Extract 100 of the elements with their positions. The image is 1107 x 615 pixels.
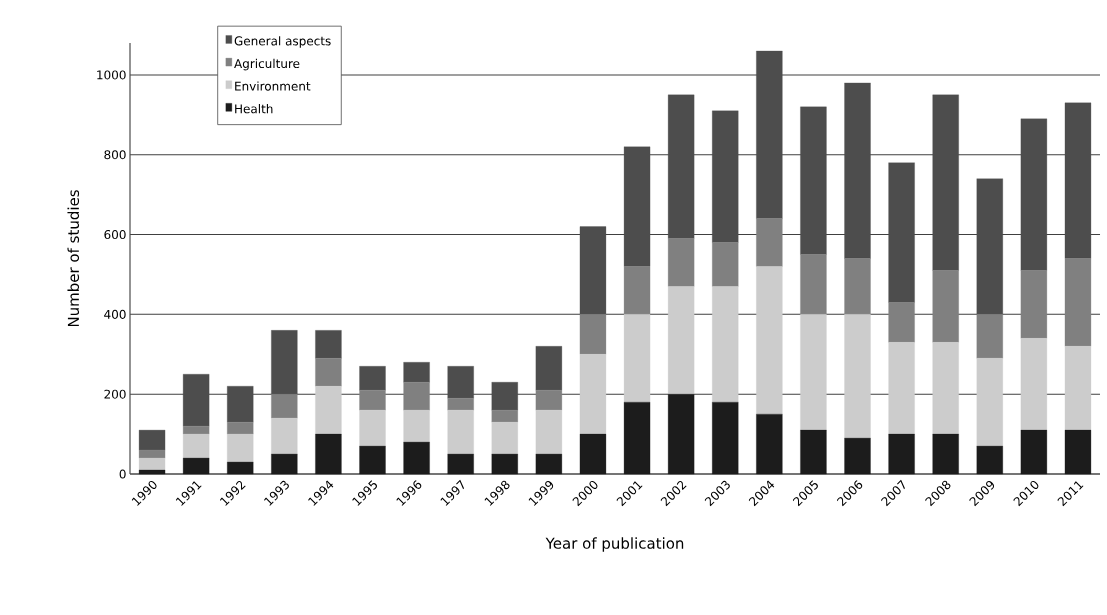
bar: [1020, 270, 1048, 339]
bar: [271, 394, 298, 419]
bar: [535, 453, 563, 475]
bar: [756, 413, 783, 475]
y-tick-label: 600: [104, 230, 126, 240]
bar: [800, 429, 827, 475]
y-axis-title: Number of studies: [67, 190, 80, 327]
bar: [800, 106, 827, 255]
x-axis-title: Year of publication: [545, 537, 684, 552]
bar: [491, 421, 518, 455]
bar: [403, 362, 430, 383]
bar: [712, 286, 739, 403]
bar: [623, 402, 651, 475]
bar: [491, 382, 518, 411]
bar: [491, 410, 518, 423]
bar: [668, 238, 695, 287]
bar: [227, 421, 254, 435]
y-tick-label: 1000: [97, 70, 126, 80]
y-tick-label: 0: [119, 469, 126, 479]
bar: [359, 390, 386, 411]
bar: [271, 417, 298, 455]
legend-label: Health: [235, 104, 273, 114]
bar: [1064, 346, 1092, 431]
legend-label: General aspects: [234, 36, 331, 48]
bar: [976, 445, 1003, 475]
y-tick-label: 800: [104, 150, 126, 160]
bar: [976, 178, 1003, 315]
bar: [712, 110, 739, 243]
bar: [447, 366, 474, 399]
bar: [800, 254, 827, 315]
legend-label: Environment: [235, 81, 311, 91]
bar: [403, 441, 430, 475]
bar: [182, 433, 210, 459]
bar: [668, 94, 695, 239]
bar: [579, 354, 607, 435]
bar: [447, 453, 474, 475]
bar: [359, 445, 386, 475]
bar: [756, 50, 783, 219]
bar: [491, 453, 518, 475]
bar: [1064, 258, 1092, 347]
bar: [1020, 118, 1048, 271]
bar: [756, 266, 783, 415]
bar: [623, 266, 651, 315]
bar: [888, 433, 915, 475]
bar: [932, 270, 959, 343]
bar: [315, 433, 342, 475]
bar: [535, 410, 563, 455]
bar: [888, 342, 915, 435]
bar: [182, 457, 210, 475]
bar: [932, 433, 959, 475]
bar: [623, 146, 651, 267]
bar: [976, 314, 1003, 359]
bar: [1020, 429, 1048, 475]
bar: [1064, 429, 1092, 475]
bar: [623, 314, 651, 403]
y-tick-label: 200: [104, 389, 126, 399]
bar: [138, 449, 166, 459]
bar: [535, 390, 563, 411]
bar: [932, 94, 959, 271]
bar: [844, 314, 871, 439]
bar: [227, 433, 254, 463]
bar: [271, 453, 298, 475]
bar: [227, 461, 254, 475]
bar: [579, 226, 607, 315]
bar: [888, 162, 915, 303]
bar: [844, 82, 871, 259]
bar: [315, 386, 342, 435]
bar: [1020, 338, 1048, 431]
bar: [756, 218, 783, 267]
bar: [976, 358, 1003, 447]
bar: [932, 342, 959, 435]
bar: [138, 469, 166, 475]
bar: [579, 314, 607, 355]
bar: [712, 242, 739, 287]
bar: [712, 402, 739, 475]
bar: [844, 258, 871, 315]
bar: [138, 457, 166, 471]
bar: [227, 386, 254, 423]
y-tick-label: 400: [104, 309, 126, 319]
bar: [447, 398, 474, 411]
bar: [535, 346, 563, 391]
bar: [271, 330, 298, 395]
bar: [182, 425, 210, 435]
bar: [403, 382, 430, 411]
bar: [668, 286, 695, 395]
bar: [182, 374, 210, 427]
bar: [1064, 102, 1092, 259]
bar: [844, 437, 871, 475]
legend-label: Agriculture: [234, 58, 300, 71]
bar: [668, 394, 695, 475]
bar: [315, 358, 342, 387]
bar: [800, 314, 827, 431]
bar: [359, 410, 386, 447]
bar: [403, 410, 430, 443]
bar: [447, 410, 474, 455]
bar: [579, 433, 607, 475]
bar: [138, 429, 166, 451]
bar: [888, 302, 915, 343]
bar: [359, 366, 386, 391]
bar: [315, 330, 342, 359]
